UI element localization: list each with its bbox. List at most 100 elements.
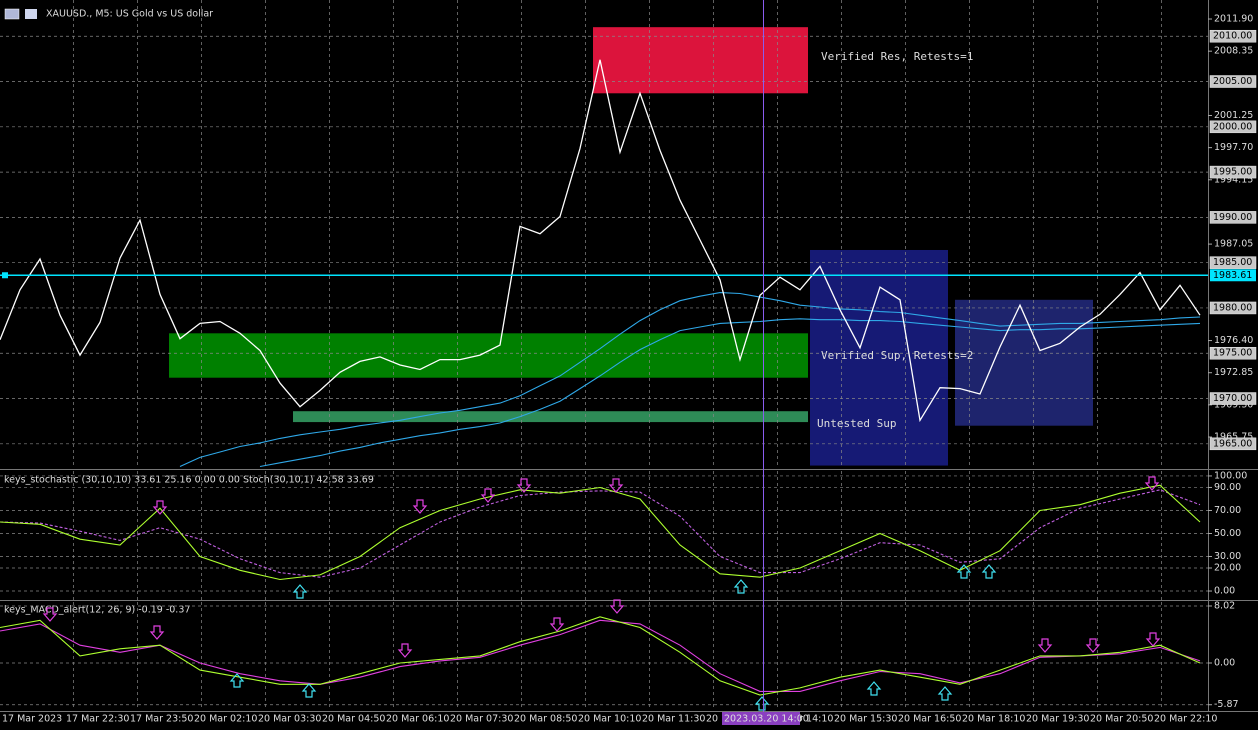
y-tick-label: 1972.85 [1214, 367, 1253, 378]
sell-arrow [397, 643, 413, 658]
level-label: 2005.00 [1213, 76, 1252, 87]
x-tick-label: 20 Mar 22:10 [1154, 714, 1217, 725]
x-tick-label: 20 Mar 11:30 [642, 714, 705, 725]
sell-arrow [1145, 632, 1161, 647]
x-tick-label: 17 Mar 2023 [2, 714, 62, 725]
symbol-icon [4, 8, 37, 20]
y-tick-label: 1965.75 [1214, 432, 1253, 443]
x-tick-label: 20 Mar 06:10 [386, 714, 449, 725]
buy-arrow [754, 696, 770, 711]
level-label-box [1209, 301, 1257, 315]
x-tick-label: 20 Mar 03:30 [258, 714, 321, 725]
buy-arrow [229, 673, 245, 688]
series-line [0, 484, 1201, 581]
y-tick-label: 1969.30 [1214, 399, 1253, 410]
level-label: 1990.00 [1213, 212, 1252, 223]
y-tick-label: 1976.40 [1214, 335, 1253, 346]
moving-average [179, 292, 1201, 468]
zone-label: Verified Res, Retests=1 [821, 50, 973, 63]
y-tick-label: 20.00 [1214, 563, 1241, 574]
buy-arrow [292, 584, 308, 599]
x-tick-label: 20 Mar 16:50 [898, 714, 961, 725]
y-tick-label: -5.87 [1214, 699, 1239, 710]
sell-arrow [1085, 638, 1101, 653]
zone [810, 249, 948, 466]
sell-arrow [412, 499, 428, 514]
sell-arrow [42, 607, 58, 622]
sell-arrow [1144, 476, 1160, 491]
level-label: 1975.00 [1213, 348, 1252, 359]
sell-arrow [1037, 638, 1053, 653]
buy-arrow [301, 683, 317, 698]
y-tick-label: 1997.70 [1214, 142, 1253, 153]
level-label-box [1209, 29, 1257, 43]
x-tick-label: 20 Mar 19:30 [1026, 714, 1089, 725]
level-label-box [1209, 120, 1257, 134]
level-label: 2000.00 [1213, 121, 1252, 132]
level-label: 1985.00 [1213, 257, 1252, 268]
level-label-box [1209, 256, 1257, 269]
level-label-box [1209, 437, 1257, 451]
zone [955, 299, 1093, 426]
x-tick-label: 20 Mar 18:10 [962, 714, 1025, 725]
level-label-box [1209, 346, 1257, 360]
y-tick-label: 1987.05 [1214, 239, 1253, 250]
zone [293, 411, 808, 423]
y-tick-label: 0.00 [1214, 586, 1235, 597]
y-tick-label: 50.00 [1214, 528, 1241, 539]
crosshair-label: 2023.03.20 14:00 [724, 714, 809, 725]
y-tick-label: 2008.35 [1214, 46, 1253, 57]
indicator-title: keys_stochastic (30,10,10) 33.61 25.16 0… [4, 475, 374, 486]
x-tick-label: 20 Mar 07:30 [450, 714, 513, 725]
zone-label: Untested Sup [817, 417, 896, 430]
level-label-box [1209, 165, 1257, 179]
sell-arrow [608, 478, 624, 493]
buy-arrow [937, 686, 953, 701]
sell-arrow [549, 617, 565, 632]
level-label: 1965.00 [1213, 438, 1252, 449]
chart-title: XAUUSD., M5: US Gold vs US dollar [46, 9, 213, 20]
y-tick-label: 30.00 [1214, 551, 1241, 562]
price-label: 1983.61 [1213, 270, 1252, 281]
zone [169, 333, 808, 378]
sell-arrow [149, 625, 165, 640]
zone [593, 27, 808, 94]
sell-arrow [609, 599, 625, 614]
series-line [0, 59, 1201, 423]
level-label: 1995.00 [1213, 167, 1252, 178]
y-tick-label: 100.00 [1214, 470, 1247, 481]
level-label-box [1209, 392, 1257, 405]
y-tick-label: 1994.15 [1214, 174, 1253, 185]
zone-label: Verified Sup, Retests=2 [821, 349, 973, 362]
x-tick-label: 17 Mar 23:50 [130, 714, 193, 725]
x-tick-label: 20 Mar 15:30 [834, 714, 897, 725]
price-line-handle [2, 272, 8, 279]
buy-arrow [981, 564, 997, 579]
buy-arrow [866, 681, 882, 696]
buy-arrow [956, 564, 972, 579]
x-tick-label: 20 Mar 14:10 [770, 714, 833, 725]
y-tick-label: 2011.90 [1214, 14, 1253, 25]
y-tick-label: 70.00 [1214, 505, 1241, 516]
sell-arrow [480, 488, 496, 503]
series-line [0, 619, 1201, 692]
x-tick-label: 20 Mar 08:50 [514, 714, 577, 725]
level-label: 1970.00 [1213, 393, 1252, 404]
y-tick-label: 8.02 [1214, 600, 1235, 611]
level-label-box [1209, 75, 1257, 88]
buy-arrow [733, 579, 749, 594]
x-tick-label: 20 Mar 04:50 [322, 714, 385, 725]
level-label-box [1209, 211, 1257, 224]
y-tick-label: 2001.25 [1214, 110, 1253, 121]
series-line [0, 489, 1201, 578]
price-label-box [1210, 269, 1256, 282]
level-label: 1980.00 [1213, 302, 1252, 313]
y-tick-label: 90.00 [1214, 482, 1241, 493]
sell-arrow [516, 478, 532, 493]
moving-average [259, 318, 1201, 468]
x-tick-label: 20 Mar 02:10 [194, 714, 257, 725]
y-tick-label: 0.00 [1214, 658, 1235, 669]
sell-arrow [152, 500, 168, 515]
crosshair-label-box [722, 712, 800, 725]
